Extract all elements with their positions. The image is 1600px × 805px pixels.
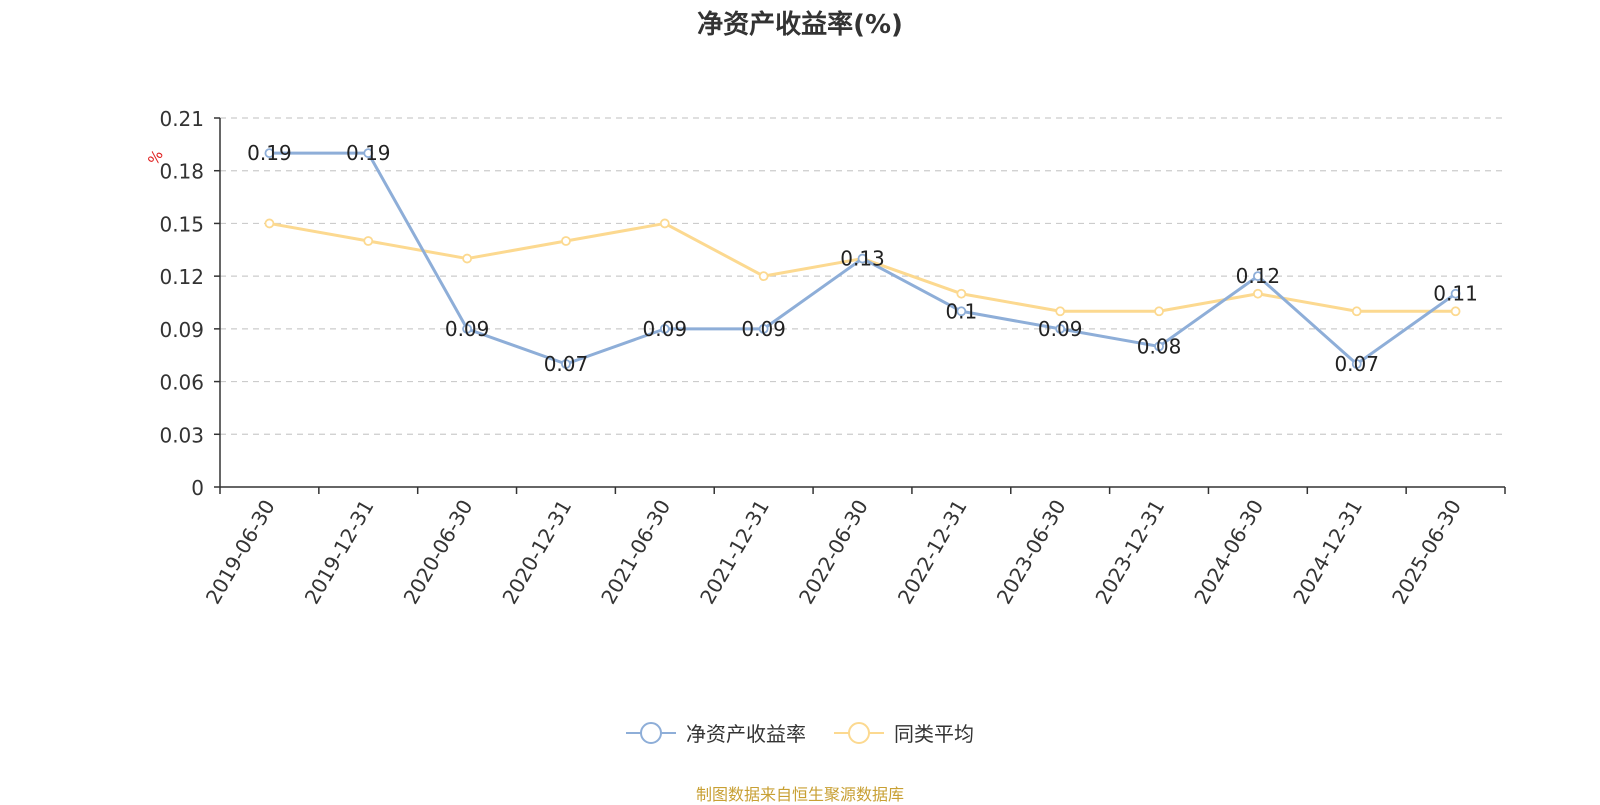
data-point-0	[659, 323, 670, 334]
data-label: 0.09	[741, 317, 786, 341]
data-label: 0.1	[945, 299, 977, 323]
data-label: 0.09	[1038, 317, 1083, 341]
data-point-1	[561, 236, 571, 246]
data-point-1	[1351, 306, 1362, 317]
x-tick-label: 2020-06-30	[399, 495, 478, 608]
data-point-1	[264, 218, 275, 229]
data-label: 0.11	[1433, 282, 1478, 306]
data-point-1	[1450, 306, 1461, 317]
x-tick-label: 2019-06-30	[201, 496, 280, 609]
data-label: 0.09	[643, 317, 688, 341]
data-point-1	[1055, 306, 1066, 317]
data-label: 0.13	[840, 247, 885, 271]
y-tick-label: 0.06	[159, 371, 204, 395]
data-label: 0.08	[1137, 334, 1182, 358]
data-point-0	[462, 323, 473, 334]
data-point-1	[363, 236, 374, 246]
data-label: 0.12	[1236, 264, 1281, 288]
data-label: 0.07	[544, 352, 589, 376]
x-tick-label: 2024-06-30	[1189, 496, 1268, 609]
x-tick-label: 2023-06-30	[992, 496, 1071, 609]
data-point-1	[1154, 306, 1164, 317]
legend-label-peer-average: 同类平均	[894, 722, 974, 746]
data-point-1	[956, 288, 967, 299]
x-tick-label: 2025-06-30	[1387, 496, 1466, 609]
data-point-0	[264, 148, 275, 159]
x-tick-label: 2023-12-31	[1090, 496, 1169, 609]
chart-title: 净资产收益率(%)	[697, 10, 903, 40]
data-labels: 0.19 0.19 0.09 0.07 0.09 0.09 0.13 0.1 0.09 0.08 0…	[247, 141, 1478, 376]
x-tick-label: 2021-12-31	[695, 496, 774, 609]
data-label: 0.19	[247, 141, 292, 165]
y-tick-label: 0.18	[159, 160, 204, 184]
x-tick-label: 2019-12-31	[300, 496, 379, 609]
data-point-1	[758, 271, 769, 282]
source-note: 制图数据来自恒生聚源数据库	[695, 785, 904, 804]
y-tick-label: 0.15	[159, 212, 204, 236]
data-point-0	[363, 148, 374, 159]
data-label: 0.09	[445, 317, 490, 341]
y-tick-label: 0.21	[159, 107, 204, 131]
y-tick-label: 0.09	[159, 318, 204, 342]
legend-label-roe: 净资产收益率	[686, 722, 806, 746]
y-tick-label: 0.03	[159, 423, 204, 447]
data-label: 0.19	[346, 141, 391, 165]
data-label: 0.07	[1334, 352, 1379, 376]
legend-item-peer-average[interactable]: 同类平均	[834, 718, 974, 747]
data-point-1	[462, 253, 473, 264]
data-point-0	[956, 306, 967, 317]
data-point-0	[1252, 271, 1263, 282]
x-tick-label: 2020-12-31	[497, 496, 576, 609]
grid-lines	[220, 117, 1505, 435]
axes: 00.030.060.090.120.150.180.21%2019-06-30…	[144, 107, 1506, 609]
data-point-0	[857, 253, 868, 264]
legend-marker-peer-average	[834, 721, 884, 744]
data-point-1	[659, 218, 670, 229]
x-tick-label: 2022-06-30	[794, 496, 873, 609]
data-point-1	[1252, 288, 1263, 299]
data-point-0	[1055, 323, 1066, 334]
data-point-0	[1450, 288, 1461, 299]
x-tick-label: 2021-06-30	[596, 496, 675, 609]
x-tick-label: 2024-12-31	[1288, 496, 1367, 609]
x-tick-label: 2022-12-31	[893, 496, 972, 609]
data-point-0	[1351, 359, 1362, 369]
legend-marker-roe	[626, 721, 676, 744]
data-point-0	[561, 359, 571, 369]
y-tick-label: 0.12	[159, 265, 204, 289]
data-point-0	[758, 323, 769, 334]
legend: 净资产收益率 同类平均	[0, 718, 1600, 747]
series-lines	[264, 148, 1461, 369]
data-point-0	[1154, 341, 1164, 352]
legend-item-roe[interactable]: 净资产收益率	[626, 718, 806, 747]
y-tick-label: 0	[191, 476, 204, 500]
